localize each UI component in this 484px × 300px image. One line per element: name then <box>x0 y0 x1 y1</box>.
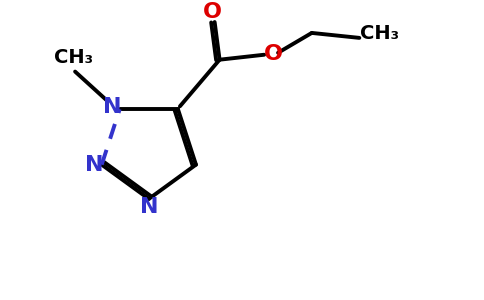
Text: N: N <box>85 155 103 175</box>
Text: CH₃: CH₃ <box>54 48 92 67</box>
Text: N: N <box>103 97 121 117</box>
Text: O: O <box>264 44 283 64</box>
Text: CH₃: CH₃ <box>360 24 399 44</box>
Text: N: N <box>139 197 158 217</box>
Text: O: O <box>203 2 222 22</box>
